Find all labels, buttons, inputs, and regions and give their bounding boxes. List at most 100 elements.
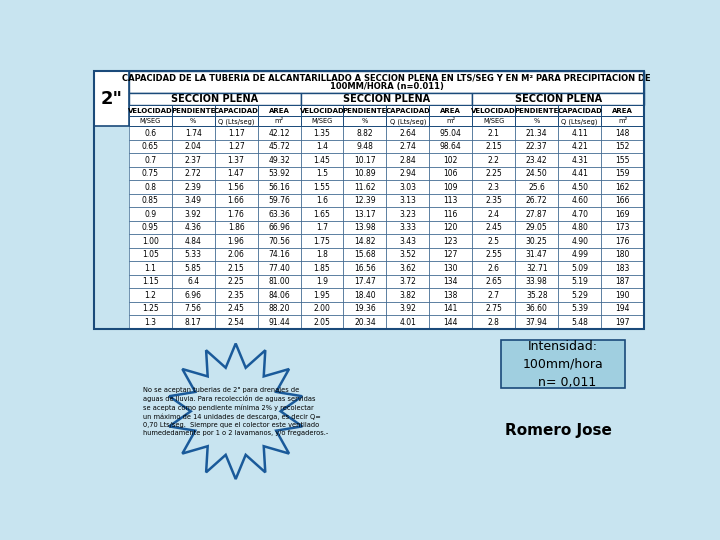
Text: 15.68: 15.68 xyxy=(354,250,376,259)
Bar xyxy=(387,207,429,221)
Text: 17.47: 17.47 xyxy=(354,277,376,286)
Bar xyxy=(387,221,429,234)
Text: 2.37: 2.37 xyxy=(185,156,202,165)
Bar xyxy=(171,153,215,167)
Bar xyxy=(472,288,516,302)
Text: Romero Jose: Romero Jose xyxy=(505,423,612,438)
Text: 2.7: 2.7 xyxy=(488,291,500,300)
Text: 6.4: 6.4 xyxy=(187,277,199,286)
Text: 1.25: 1.25 xyxy=(142,304,158,313)
Bar xyxy=(343,194,387,207)
Text: CAPACIDAD: CAPACIDAD xyxy=(214,107,258,113)
Bar xyxy=(516,315,558,329)
Text: 3.72: 3.72 xyxy=(400,277,416,286)
Text: 2.25: 2.25 xyxy=(228,277,245,286)
Text: 123: 123 xyxy=(444,237,458,246)
Text: 1.95: 1.95 xyxy=(314,291,330,300)
Text: 3.62: 3.62 xyxy=(400,264,416,273)
Text: 4.31: 4.31 xyxy=(571,156,588,165)
Bar xyxy=(171,221,215,234)
Bar xyxy=(258,117,300,126)
Bar xyxy=(343,248,387,261)
Bar xyxy=(258,248,300,261)
Bar xyxy=(171,261,215,275)
Bar xyxy=(215,117,258,126)
Bar xyxy=(516,275,558,288)
Text: 2.04: 2.04 xyxy=(185,142,202,151)
Bar xyxy=(258,180,300,194)
Text: 30.25: 30.25 xyxy=(526,237,548,246)
Bar xyxy=(343,153,387,167)
Bar xyxy=(343,140,387,153)
Text: SECCION PLENA: SECCION PLENA xyxy=(343,93,430,104)
Text: 4.41: 4.41 xyxy=(571,169,588,178)
Text: 180: 180 xyxy=(616,250,630,259)
Text: 2.72: 2.72 xyxy=(185,169,202,178)
Text: 1.37: 1.37 xyxy=(228,156,245,165)
Text: PENDIENTE: PENDIENTE xyxy=(343,107,387,113)
Bar xyxy=(516,180,558,194)
Bar xyxy=(601,315,644,329)
Bar xyxy=(343,117,387,126)
Text: 8.82: 8.82 xyxy=(356,129,373,138)
Bar xyxy=(129,207,171,221)
Text: 1.3: 1.3 xyxy=(144,318,156,327)
Text: 1.1: 1.1 xyxy=(144,264,156,273)
Text: 2": 2" xyxy=(100,90,122,107)
Bar xyxy=(387,117,429,126)
Text: 26.72: 26.72 xyxy=(526,196,548,205)
Text: 3.92: 3.92 xyxy=(185,210,202,219)
Bar xyxy=(472,194,516,207)
Bar xyxy=(171,234,215,248)
Bar xyxy=(516,261,558,275)
Bar xyxy=(258,288,300,302)
Text: 1.27: 1.27 xyxy=(228,142,245,151)
Text: 53.92: 53.92 xyxy=(268,169,290,178)
Bar xyxy=(171,207,215,221)
Text: M/SEG: M/SEG xyxy=(483,118,505,124)
Bar xyxy=(601,180,644,194)
Text: AREA: AREA xyxy=(612,107,633,113)
Bar xyxy=(558,261,601,275)
Bar xyxy=(601,302,644,315)
Bar xyxy=(343,302,387,315)
Text: 19.36: 19.36 xyxy=(354,304,376,313)
Text: 1.96: 1.96 xyxy=(228,237,245,246)
Text: 1.00: 1.00 xyxy=(142,237,158,246)
Text: 0.9: 0.9 xyxy=(144,210,156,219)
Bar xyxy=(258,221,300,234)
Text: 2.45: 2.45 xyxy=(228,304,245,313)
Text: 130: 130 xyxy=(444,264,458,273)
Text: 2.55: 2.55 xyxy=(485,250,503,259)
Bar xyxy=(601,207,644,221)
Bar xyxy=(429,261,472,275)
Text: 7.56: 7.56 xyxy=(184,304,202,313)
Bar xyxy=(343,126,387,140)
Bar xyxy=(601,105,644,117)
Text: 6.96: 6.96 xyxy=(184,291,202,300)
Text: 1.2: 1.2 xyxy=(144,291,156,300)
Text: 152: 152 xyxy=(616,142,630,151)
Text: Intensidad:
100mm/hora
  n= 0,011: Intensidad: 100mm/hora n= 0,011 xyxy=(523,340,603,389)
Bar xyxy=(387,248,429,261)
Bar xyxy=(387,167,429,180)
Bar xyxy=(343,315,387,329)
Text: 1.5: 1.5 xyxy=(316,169,328,178)
Bar xyxy=(215,221,258,234)
Text: %: % xyxy=(190,118,197,124)
Text: 36.60: 36.60 xyxy=(526,304,548,313)
Text: 2.00: 2.00 xyxy=(314,304,330,313)
Bar xyxy=(258,153,300,167)
Text: Q (Lts/seg): Q (Lts/seg) xyxy=(218,118,254,125)
Text: 31.47: 31.47 xyxy=(526,250,548,259)
Bar xyxy=(171,194,215,207)
Text: No se aceptan tuberias de 2" para drenajes de
aguas de lluvia. Para recolección : No se aceptan tuberias de 2" para drenaj… xyxy=(143,387,328,436)
Bar xyxy=(129,167,171,180)
Bar xyxy=(387,105,429,117)
Text: 45.72: 45.72 xyxy=(268,142,290,151)
Text: 12.39: 12.39 xyxy=(354,196,376,205)
Bar xyxy=(129,261,171,275)
Text: 95.04: 95.04 xyxy=(440,129,462,138)
Bar xyxy=(558,221,601,234)
Bar xyxy=(601,167,644,180)
